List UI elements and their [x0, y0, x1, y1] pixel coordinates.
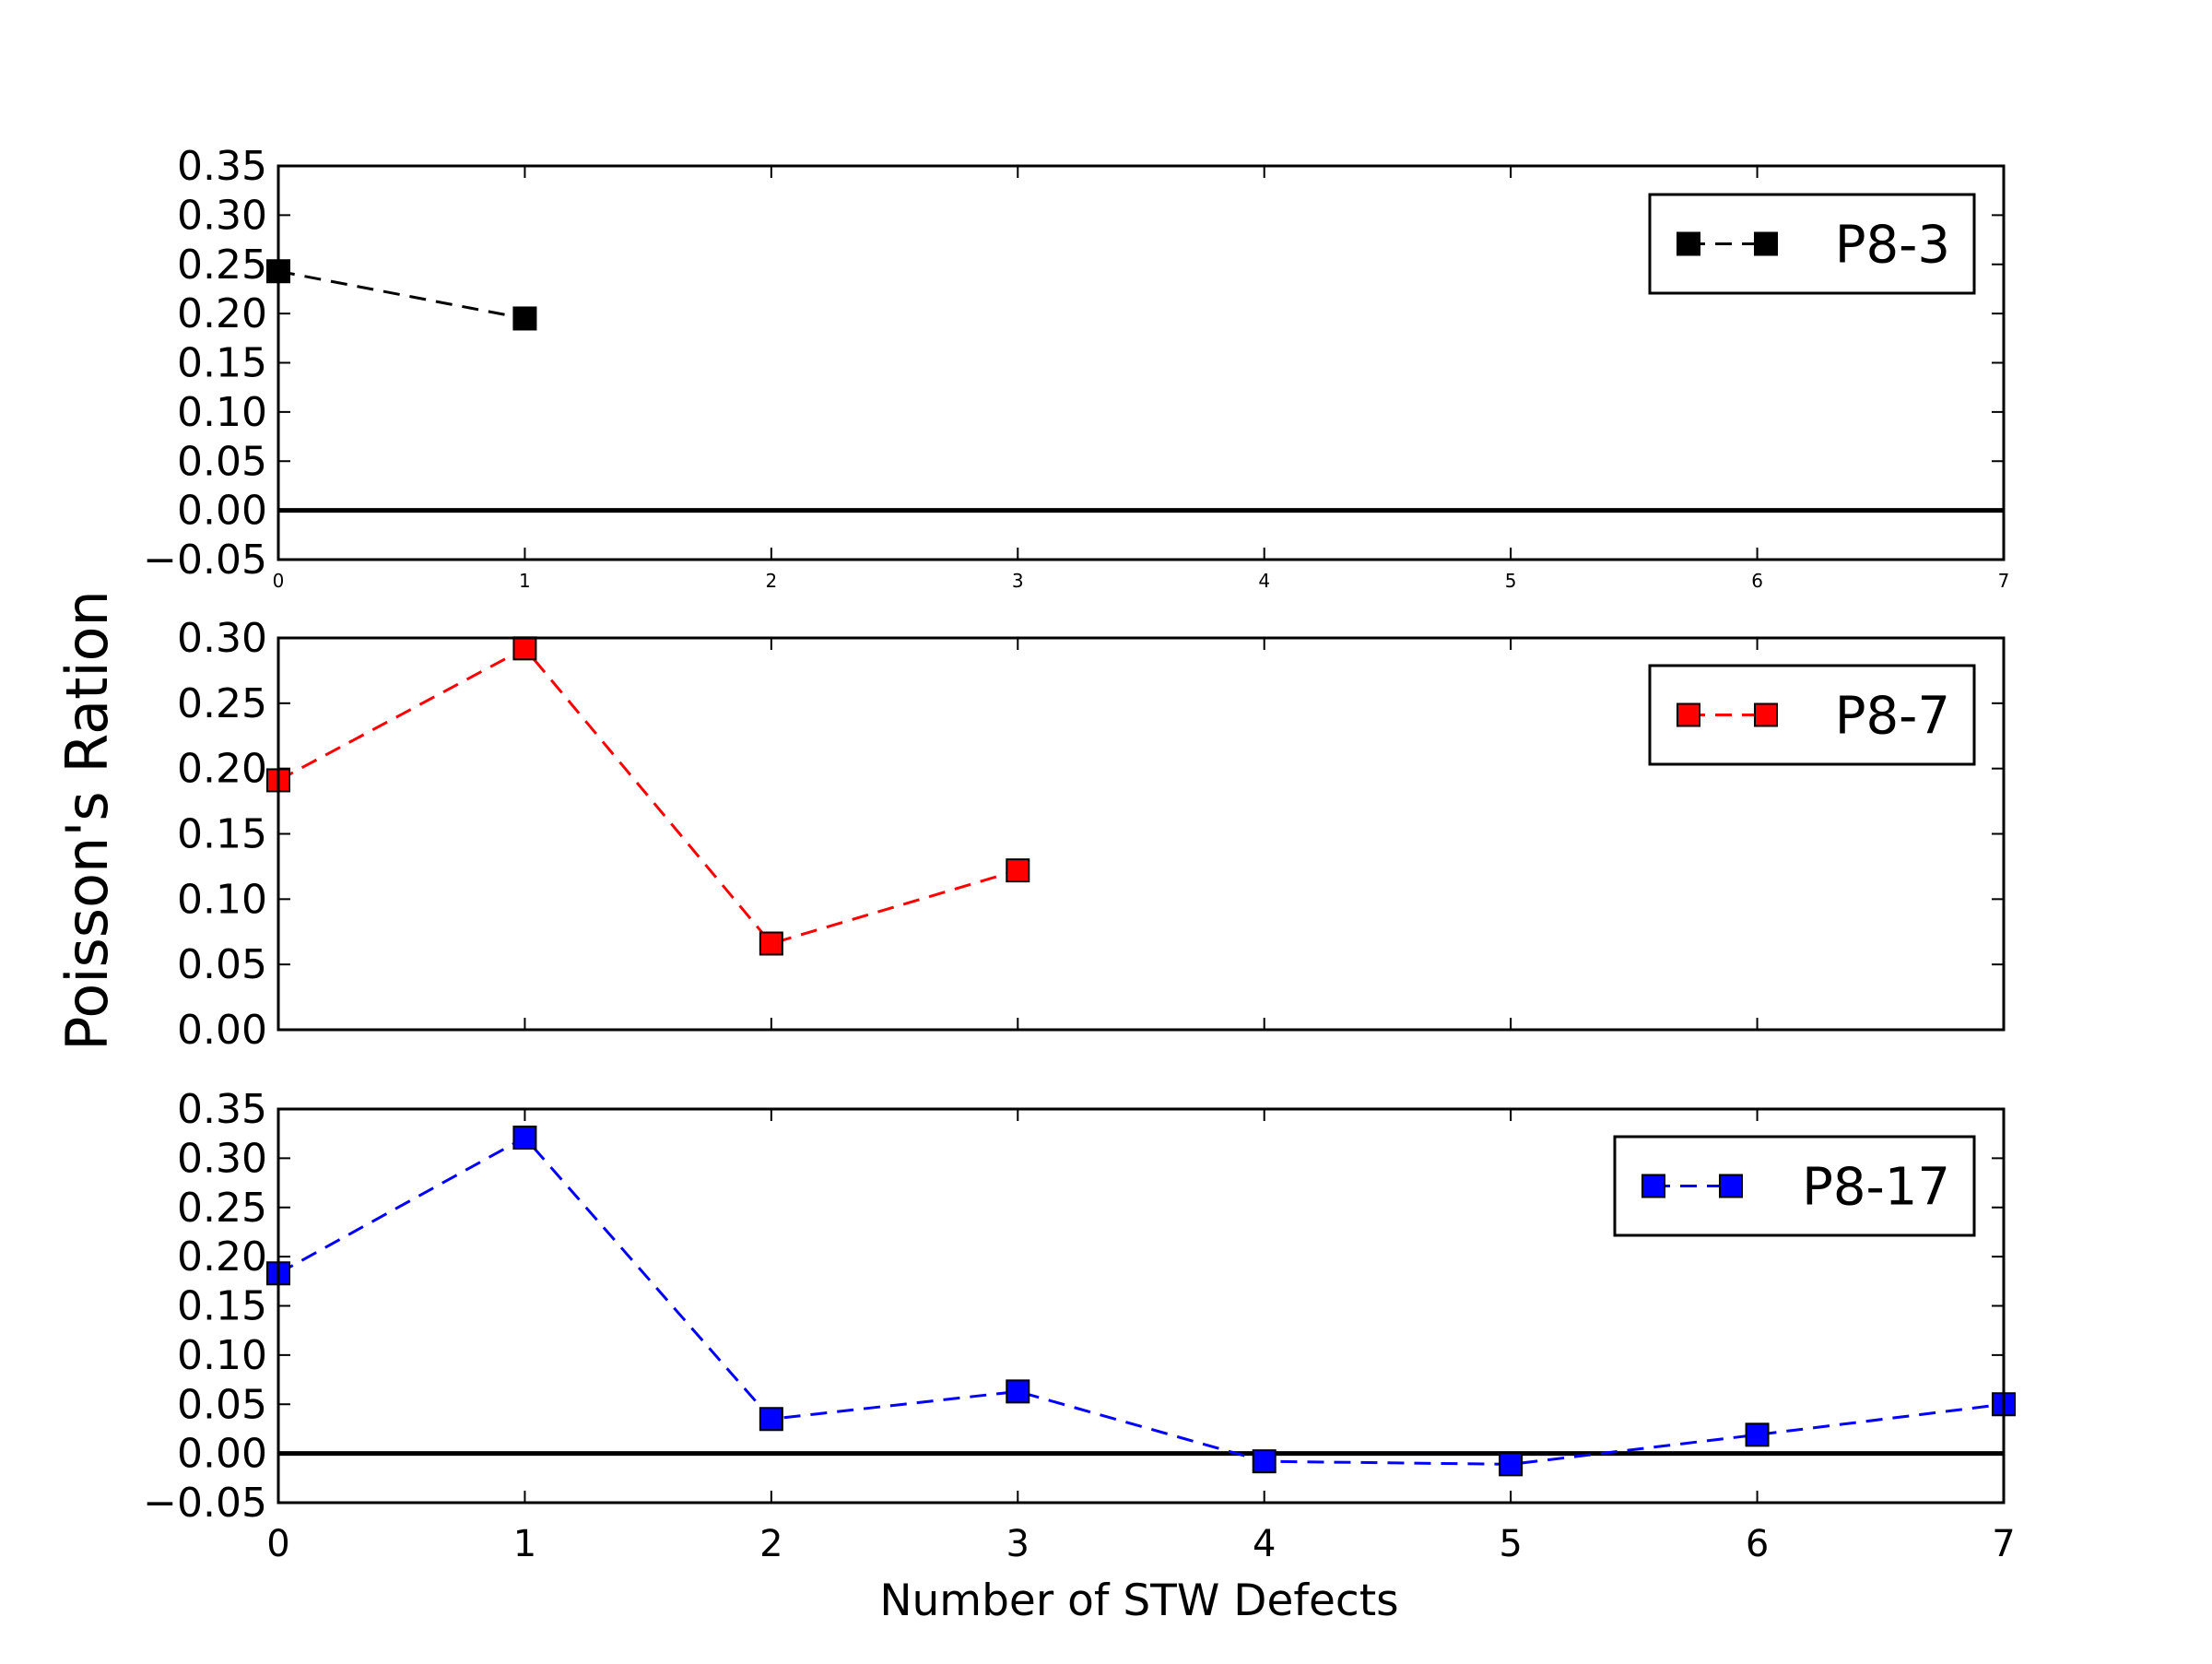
legend-swatch-marker: [1641, 1174, 1665, 1198]
series-line-P8-7: [277, 646, 1018, 946]
y-tick-label: 0.25: [177, 680, 267, 727]
y-tick-label: 0.15: [177, 1283, 267, 1330]
y-tick-label: 0.30: [177, 192, 267, 239]
legend-swatch-marker: [1754, 231, 1778, 256]
x-tick-label: 6: [1746, 1523, 1769, 1565]
legend: P8-7: [1648, 664, 1976, 766]
x-tick-label: 4: [1258, 570, 1270, 592]
x-tick-label: 2: [759, 1523, 782, 1565]
legend-frame: [1613, 1135, 1976, 1237]
panel-2: 0.00 0.05 0.10 0.15 0.20 0.25 0.30 P8-7: [177, 615, 2006, 1054]
x-tick-label: 0: [266, 1523, 289, 1565]
plot-frame: [276, 164, 2006, 561]
y-tick-label: 0.35: [177, 1086, 267, 1133]
x-tick-label: 1: [519, 570, 531, 592]
x-tick-label: 6: [1751, 570, 1763, 592]
y-tick-label: 0.10: [177, 1332, 267, 1379]
legend: P8-17: [1613, 1135, 1976, 1237]
plot-frame: [276, 636, 2006, 1032]
y-tick-label: 0.20: [177, 290, 267, 337]
series-line-P8-3: [277, 269, 525, 320]
legend-swatch-marker: [1677, 702, 1700, 727]
legend-label: P8-7: [1835, 687, 1950, 747]
y-tick-label: −0.05: [143, 1480, 267, 1527]
x-tick-label: 7: [1998, 570, 2010, 592]
legend-label: P8-3: [1835, 216, 1950, 276]
legend: P8-3: [1648, 193, 1976, 295]
x-tick-label: 4: [1253, 1523, 1276, 1565]
y-tick-label: 0.10: [177, 389, 267, 436]
data-point: [512, 636, 537, 661]
x-tick-label: 3: [1006, 1523, 1030, 1565]
y-tick-label: 0.30: [177, 615, 267, 662]
x-tick-label: 5: [1505, 570, 1517, 592]
legend-swatch-marker: [1677, 231, 1700, 256]
y-tick-label: 0.05: [177, 1381, 267, 1428]
data-point: [759, 1407, 783, 1432]
data-point: [1006, 858, 1030, 883]
x-tick-label: 5: [1499, 1523, 1522, 1565]
legend-swatch-marker: [1719, 1174, 1743, 1198]
y-tick-label: 0.20: [177, 746, 267, 793]
y-tick-label: 0.00: [177, 1431, 267, 1478]
data-point: [512, 306, 537, 331]
y-tick-label: 0.30: [177, 1135, 267, 1182]
x-tick-label: 1: [513, 1523, 536, 1565]
x-axis-label: Number of STW Defects: [879, 1575, 1398, 1626]
panel-1: −0.050.000.050.100.150.200.250.300.35 0 1 2…: [143, 143, 2009, 592]
x-tick-label: 2: [765, 570, 777, 592]
y-tick-label: 0.15: [177, 340, 267, 387]
panels: −0.050.000.050.100.150.200.250.300.350 1 2…: [143, 143, 2016, 1565]
series-line-P8-17: [277, 1136, 2005, 1466]
y-axis-label: Poisson's Ration: [53, 590, 121, 1051]
plot-frame: [276, 1107, 2006, 1505]
x-tick-label: 3: [1012, 570, 1024, 592]
legend-swatch-marker: [1754, 702, 1778, 727]
legend-label: P8-17: [1802, 1158, 1950, 1218]
data-point: [1745, 1422, 1770, 1447]
panel-3: −0.050.000.050.100.150.200.250.300.35 0 1 2…: [143, 1086, 2016, 1565]
y-tick-label: 0.35: [177, 143, 267, 190]
y-tick-label: 0.10: [177, 876, 267, 923]
y-tick-label: 0.15: [177, 811, 267, 858]
data-point: [759, 931, 783, 956]
data-point: [1252, 1449, 1277, 1474]
y-tick-label: 0.25: [177, 242, 267, 289]
y-tick-label: 0.05: [177, 941, 267, 988]
data-point: [1006, 1379, 1030, 1404]
y-tick-label: 0.25: [177, 1185, 267, 1232]
y-tick-label: 0.00: [177, 488, 267, 535]
x-tick-label: 7: [1992, 1523, 2015, 1565]
data-point: [512, 1125, 537, 1150]
y-tick-label: 0.20: [177, 1233, 267, 1280]
y-tick-label: 0.00: [177, 1007, 267, 1054]
y-tick-label: −0.05: [143, 537, 267, 584]
y-tick-label: 0.05: [177, 438, 267, 485]
data-point: [1499, 1452, 1524, 1477]
x-tick-label: 0: [273, 570, 285, 592]
